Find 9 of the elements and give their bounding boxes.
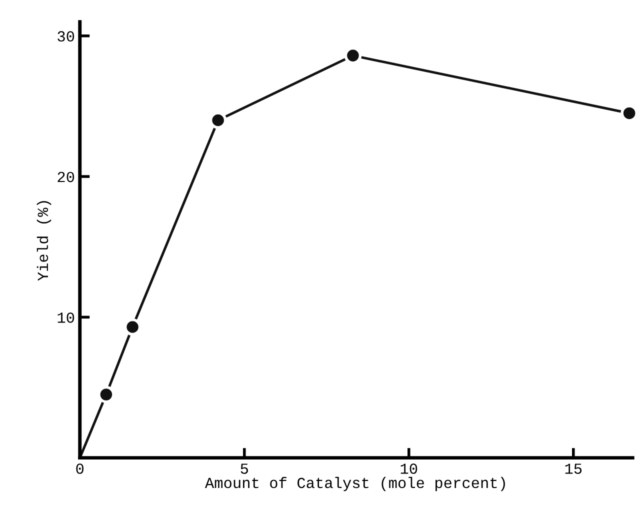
x-tick-label: 5 [240, 464, 248, 474]
y-tick-label: 10 [58, 312, 74, 323]
x-axis-title: Amount of Catalyst (mole percent) [204, 476, 505, 492]
y-tick-label: 30 [58, 31, 74, 42]
y-axis-title: Yield (%) [36, 201, 52, 281]
x-tick-label: 10 [400, 464, 418, 474]
x-tick-label: 15 [565, 464, 582, 474]
x-tick-label: 0 [76, 464, 84, 474]
y-tick-label: 20 [58, 172, 74, 182]
